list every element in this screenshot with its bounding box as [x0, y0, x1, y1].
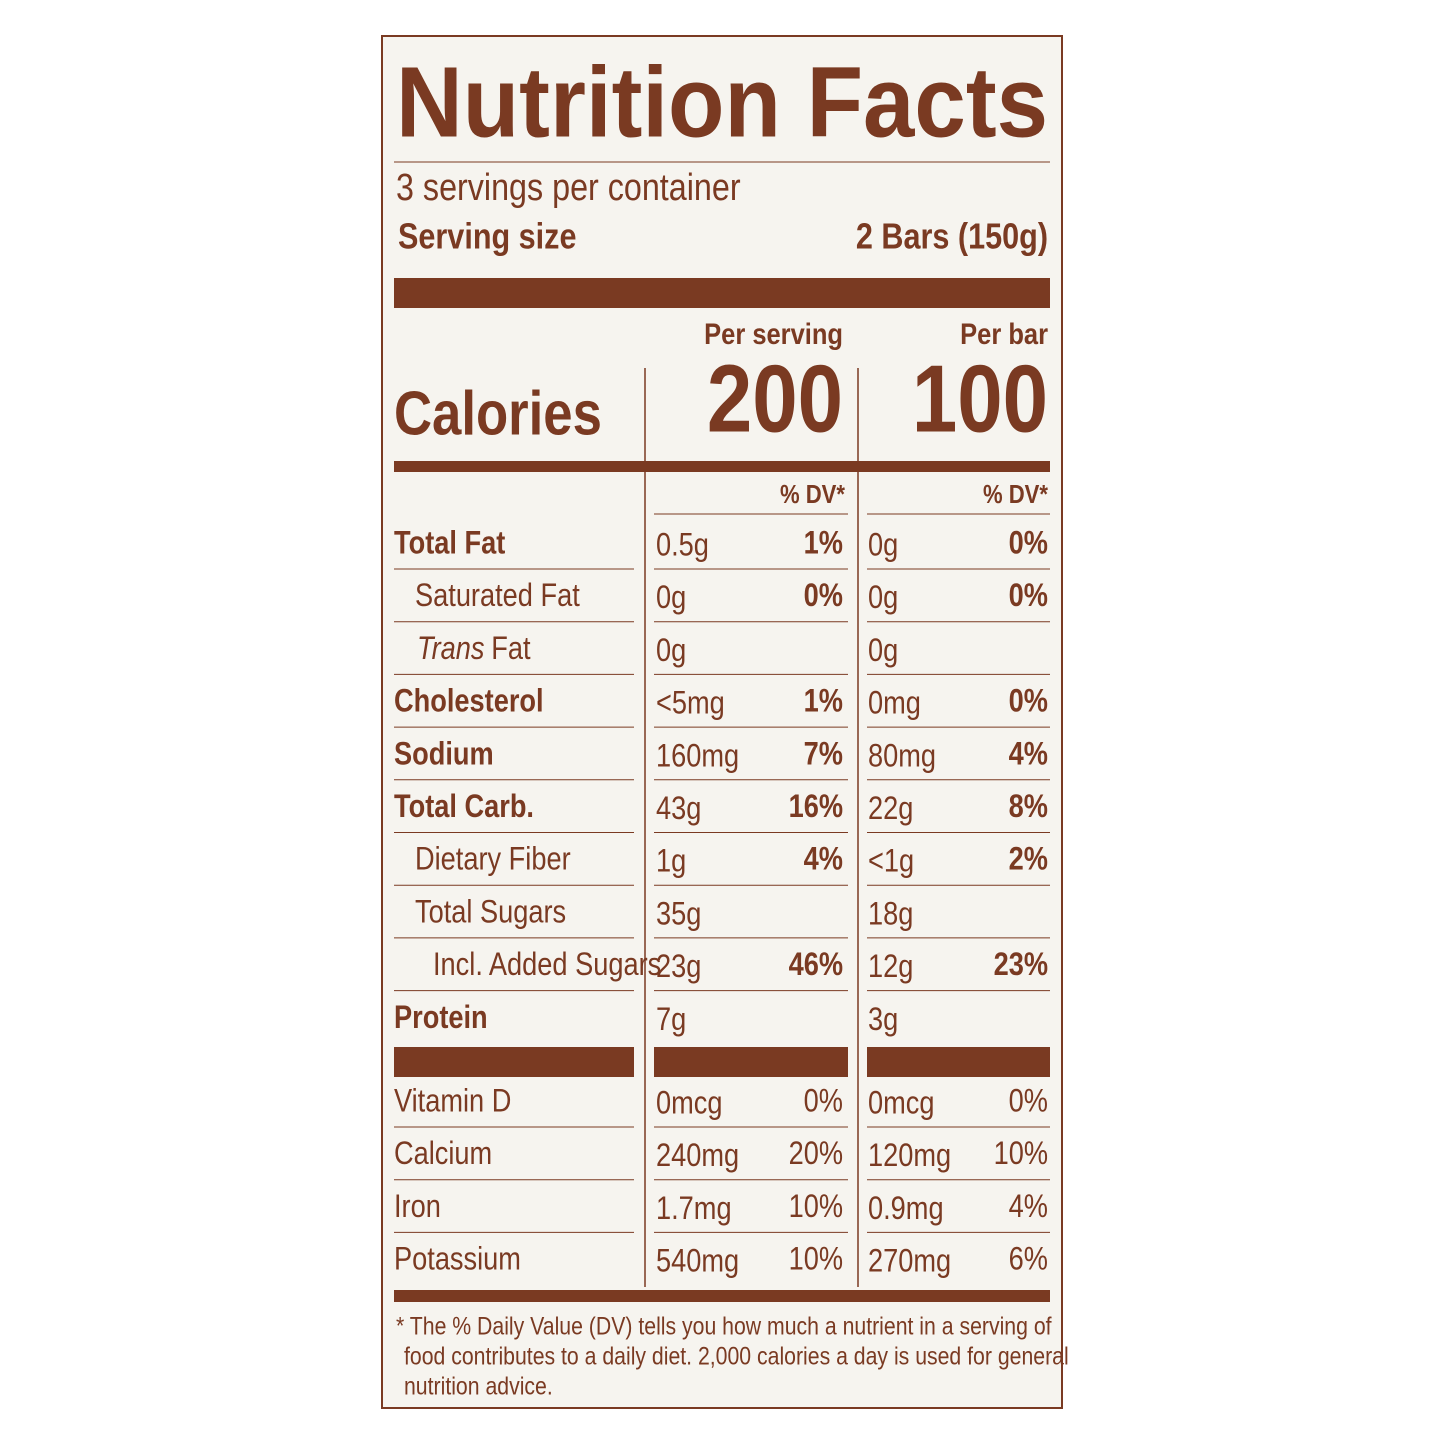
daily-value: 10%	[994, 1136, 1048, 1172]
daily-value: 10%	[789, 1189, 843, 1225]
amount: 35g	[656, 896, 701, 932]
daily-value: 8%	[1009, 789, 1048, 825]
footnote-line: nutrition advice.	[404, 1372, 553, 1400]
footnote-line: * The % Daily Value (DV) tells you how m…	[396, 1312, 1052, 1340]
amount: <1g	[868, 844, 914, 880]
daily-value: 0%	[1009, 684, 1048, 720]
amount: 22g	[868, 791, 913, 827]
nutrient-name: Total Fat	[394, 525, 505, 561]
amount: 0g	[656, 580, 686, 616]
amount: 540mg	[656, 1244, 739, 1280]
serving-size-value: 2 Bars (150g)	[856, 217, 1048, 257]
calories-value: 200	[707, 344, 843, 452]
vitamin-name: Calcium	[394, 1136, 492, 1172]
amount: 0mcg	[868, 1085, 935, 1121]
amount: 0g	[656, 633, 686, 669]
servings-per-container: 3 servings per container	[396, 167, 741, 209]
daily-value: 23%	[994, 947, 1048, 983]
daily-value: 6%	[1009, 1242, 1048, 1278]
daily-value: 4%	[804, 842, 843, 878]
calories-value: 100	[912, 344, 1048, 452]
amount: 0mcg	[656, 1085, 723, 1121]
nutrient-name: Total Sugars	[415, 894, 566, 930]
amount: <5mg	[656, 686, 725, 722]
daily-value: 1%	[804, 684, 843, 720]
amount: 12g	[868, 949, 913, 985]
nutrient-name-italic: Trans	[417, 631, 485, 667]
thick-rule	[394, 1047, 634, 1077]
amount: 0.9mg	[868, 1191, 944, 1227]
amount: 160mg	[656, 738, 739, 774]
daily-value: 0%	[804, 578, 843, 614]
daily-value: 0%	[1009, 525, 1048, 561]
amount: 0.5g	[656, 527, 709, 563]
amount: 240mg	[656, 1138, 739, 1174]
daily-value: 2%	[1009, 842, 1048, 878]
calories-label: Calories	[394, 379, 602, 448]
daily-value: 0%	[1009, 578, 1048, 614]
serving-size-label: Serving size	[398, 217, 576, 257]
footnote-line: food contributes to a daily diet. 2,000 …	[404, 1342, 1069, 1370]
amount: 0g	[868, 527, 898, 563]
daily-value: 0%	[1009, 1083, 1048, 1119]
amount: 120mg	[868, 1138, 951, 1174]
thick-rule	[394, 461, 1050, 472]
nutrient-name: Dietary Fiber	[415, 842, 571, 878]
amount: 43g	[656, 791, 701, 827]
amount: 1g	[656, 844, 686, 880]
nutrient-name: Incl. Added Sugars	[433, 947, 661, 983]
nutrient-name-rest: Fat	[491, 631, 531, 667]
vitamin-name: Potassium	[394, 1242, 521, 1278]
daily-value: 1%	[804, 525, 843, 561]
amount: 0g	[868, 580, 898, 616]
nutrient-name: Cholesterol	[394, 684, 544, 720]
daily-value: 16%	[789, 789, 843, 825]
daily-value: 4%	[1009, 736, 1048, 772]
amount: 3g	[868, 1002, 898, 1038]
amount: 1.7mg	[656, 1191, 732, 1227]
thick-rule	[654, 1047, 848, 1077]
daily-value: 20%	[789, 1136, 843, 1172]
daily-value: 4%	[1009, 1189, 1048, 1225]
nutrient-name: Saturated Fat	[415, 578, 580, 614]
amount: 23g	[656, 949, 701, 985]
thick-rule	[394, 278, 1050, 308]
column-header: Per serving	[704, 317, 843, 350]
dv-header: % DV*	[780, 480, 846, 509]
daily-value: 7%	[804, 736, 843, 772]
nutrient-name: Protein	[394, 1000, 488, 1036]
amount: 18g	[868, 896, 913, 932]
amount: 7g	[656, 1002, 686, 1038]
vitamin-name: Vitamin D	[394, 1083, 511, 1119]
daily-value: 10%	[789, 1242, 843, 1278]
vitamin-name: Iron	[394, 1189, 441, 1225]
thick-rule	[394, 1290, 1050, 1302]
nutrient-name: Total Carb.	[394, 789, 534, 825]
amount: 0g	[868, 633, 898, 669]
amount: 80mg	[868, 738, 936, 774]
title: Nutrition Facts	[396, 46, 1048, 158]
nutrient-name: Trans Fat	[417, 631, 531, 667]
dv-header: % DV*	[983, 480, 1049, 509]
daily-value: 46%	[789, 947, 843, 983]
thick-rule	[867, 1047, 1050, 1077]
amount: 0mg	[868, 686, 921, 722]
daily-value: 0%	[804, 1083, 843, 1119]
amount: 270mg	[868, 1244, 951, 1280]
column-header: Per bar	[960, 317, 1048, 350]
nutrient-name: Sodium	[394, 736, 494, 772]
